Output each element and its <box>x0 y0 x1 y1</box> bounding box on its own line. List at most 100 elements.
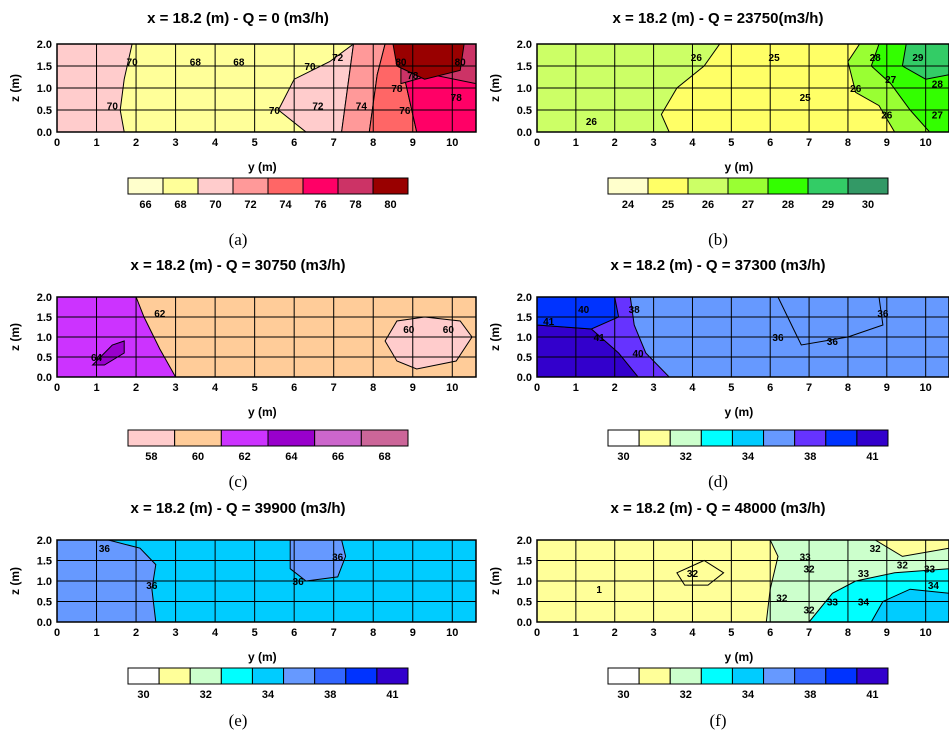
contour-label: 72 <box>332 53 344 64</box>
y-tick-label: 1.5 <box>517 61 532 73</box>
colorbar-swatch <box>345 667 378 685</box>
x-tick-label: 6 <box>291 382 297 394</box>
x-tick-label: 3 <box>173 137 179 149</box>
colorbar-swatch <box>360 429 409 447</box>
colorbar-swatch <box>267 177 304 195</box>
colorbar-swatch <box>763 429 796 447</box>
y-axis-label: z (m) <box>8 567 22 595</box>
colorbar-label: 74 <box>279 199 292 211</box>
x-tick-label: 5 <box>252 382 258 394</box>
y-tick-label: 1.0 <box>517 332 532 344</box>
chart-title: x = 18.2 (m) - Q = 23750(m3/h) <box>613 10 824 27</box>
x-tick-label: 10 <box>920 627 932 639</box>
colorbar-swatch <box>731 429 765 447</box>
y-tick-label: 2.0 <box>37 535 52 547</box>
y-tick-label: 0.5 <box>37 352 52 364</box>
contour-label: 60 <box>443 325 455 336</box>
colorbar-swatch <box>856 667 889 685</box>
y-tick-label: 0.5 <box>517 105 532 117</box>
x-axis-label: y (m) <box>725 405 754 419</box>
colorbar-label: 60 <box>192 451 204 463</box>
contour-label: 32 <box>897 561 909 572</box>
contour-label: 36 <box>293 577 305 588</box>
x-tick-label: 7 <box>806 137 812 149</box>
colorbar-label: 66 <box>139 199 151 211</box>
contour-field: 32 32 32 32 32 32 33 33 33 33 34 34 1 <box>537 540 949 622</box>
contour-label: 36 <box>877 309 889 320</box>
y-tick-label: 0.0 <box>517 617 532 629</box>
x-tick-label: 0 <box>54 627 60 639</box>
x-tick-label: 7 <box>806 627 812 639</box>
x-tick-label: 10 <box>920 382 932 394</box>
colorbar-label: 30 <box>617 689 629 701</box>
contour-label: 32 <box>804 565 816 576</box>
y-tick-label: 1.5 <box>37 61 52 73</box>
x-tick-label: 4 <box>212 382 219 394</box>
colorbar-label: 68 <box>174 199 186 211</box>
colorbar-swatch <box>647 177 689 195</box>
colorbar-swatch <box>158 667 191 685</box>
contour-label: 25 <box>800 93 812 104</box>
colorbar-label: 78 <box>349 199 361 211</box>
x-tick-label: 4 <box>689 382 696 394</box>
colorbar-label: 58 <box>145 451 157 463</box>
x-tick-label: 2 <box>612 382 618 394</box>
colorbar-swatch <box>767 177 809 195</box>
panel-e: x = 18.2 (m) - Q = 39900 (m3/h)363636360… <box>8 500 477 730</box>
x-tick-label: 9 <box>884 382 890 394</box>
contour-label: 26 <box>881 110 893 121</box>
colorbar-label: 62 <box>239 451 251 463</box>
plot-frame <box>536 43 949 133</box>
y-tick-label: 2.0 <box>517 292 532 304</box>
y-tick-label: 1.0 <box>517 576 532 588</box>
colorbar-swatch <box>847 177 889 195</box>
colorbar-label: 30 <box>617 451 629 463</box>
chart-title: x = 18.2 (m) - Q = 39900 (m3/h) <box>130 500 345 517</box>
contour-field: 41 40 38 41 40 36 36 36 <box>537 297 949 377</box>
x-tick-label: 0 <box>54 137 60 149</box>
contour-region <box>537 297 620 330</box>
y-tick-label: 0.5 <box>37 597 52 609</box>
colorbar-swatch <box>302 177 339 195</box>
panel-caption: (c) <box>229 472 248 491</box>
contour-label: 36 <box>99 544 111 555</box>
x-tick-label: 1 <box>93 382 99 394</box>
colorbar-label: 24 <box>622 199 635 211</box>
contour-label: 34 <box>928 581 940 592</box>
y-tick-label: 1.0 <box>37 83 52 95</box>
x-tick-label: 7 <box>331 382 337 394</box>
contour-region <box>392 44 465 80</box>
x-tick-label: 5 <box>252 137 258 149</box>
x-tick-label: 4 <box>212 137 219 149</box>
plot-frame <box>56 539 477 623</box>
y-axis-label: z (m) <box>488 567 502 595</box>
panel-caption: (a) <box>229 230 248 249</box>
y-tick-label: 2.0 <box>517 39 532 51</box>
contour-label: 32 <box>804 606 816 617</box>
y-tick-label: 0.5 <box>517 352 532 364</box>
y-tick-label: 0.0 <box>517 127 532 139</box>
x-tick-label: 3 <box>173 382 179 394</box>
colorbar-swatch <box>687 177 729 195</box>
x-tick-label: 9 <box>410 382 416 394</box>
x-axis-label: y (m) <box>248 160 277 174</box>
x-tick-label: 4 <box>689 627 696 639</box>
chart-title: x = 18.2 (m) - Q = 0 (m3/h) <box>147 10 329 27</box>
x-tick-label: 6 <box>767 382 773 394</box>
x-tick-label: 1 <box>573 382 579 394</box>
x-tick-label: 3 <box>651 627 657 639</box>
contour-label: 36 <box>772 333 784 344</box>
x-tick-label: 0 <box>534 627 540 639</box>
x-axis-label: y (m) <box>725 160 754 174</box>
colorbar-label: 28 <box>782 199 794 211</box>
plot-frame <box>536 296 949 378</box>
contour-label: 80 <box>455 58 467 69</box>
colorbar-label: 38 <box>804 451 816 463</box>
colorbar-label: 25 <box>662 199 674 211</box>
colorbar-swatch <box>638 667 671 685</box>
x-tick-label: 2 <box>133 137 139 149</box>
contour-label: 78 <box>451 93 463 104</box>
y-axis-label: z (m) <box>488 74 502 102</box>
